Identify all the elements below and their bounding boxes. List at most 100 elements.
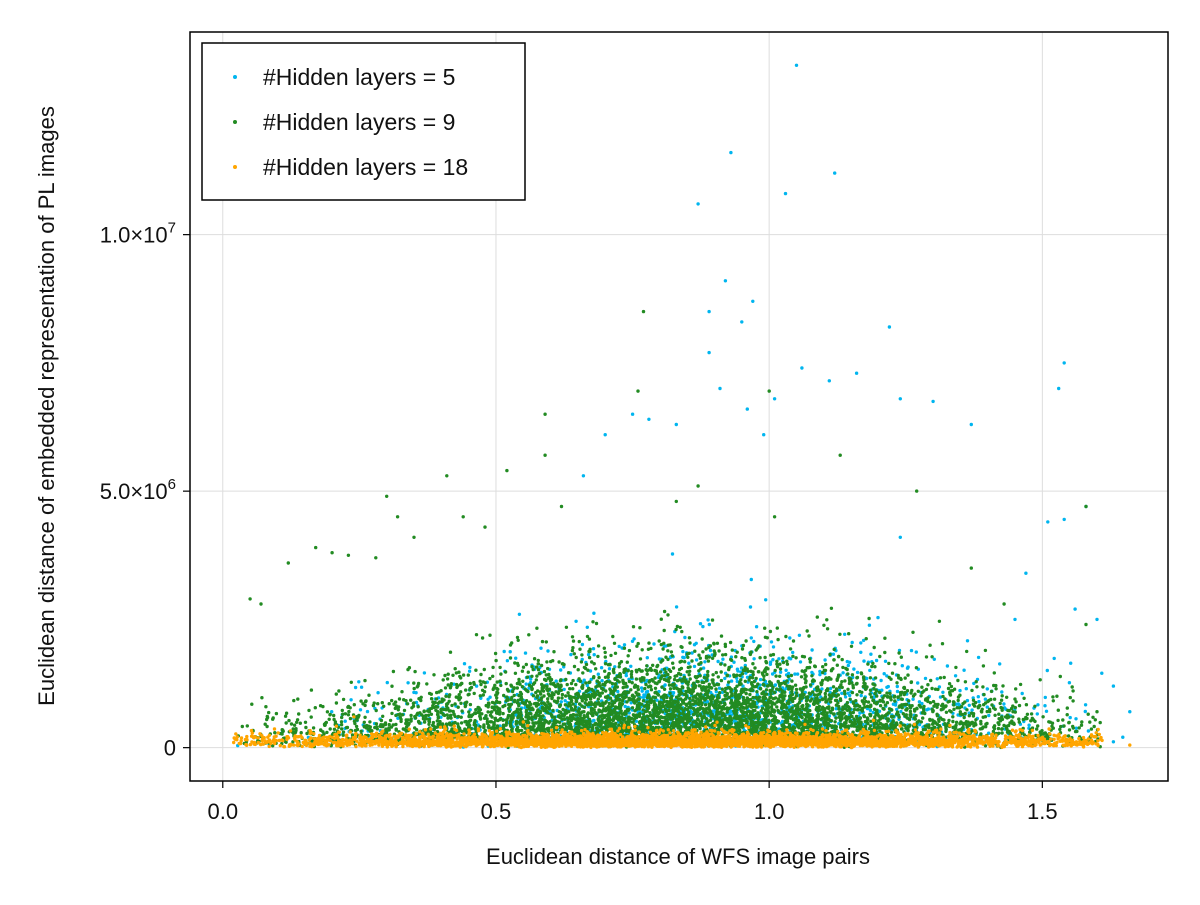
data-point [536, 708, 539, 711]
data-point [695, 642, 698, 645]
data-point [354, 686, 357, 689]
data-point [688, 636, 691, 639]
data-point [520, 692, 523, 695]
data-point [772, 645, 775, 648]
data-point [729, 641, 732, 644]
data-point [958, 706, 961, 709]
data-point [770, 640, 773, 643]
data-point [416, 684, 419, 687]
data-point [795, 688, 798, 691]
data-point [683, 660, 686, 663]
data-point [906, 673, 909, 676]
data-point [1100, 672, 1103, 675]
data-point [335, 701, 338, 704]
data-point [635, 708, 638, 711]
data-point [1021, 692, 1024, 695]
data-point [366, 710, 369, 713]
data-point [521, 670, 524, 673]
data-point [925, 708, 928, 711]
data-point [790, 679, 793, 682]
data-point [1046, 669, 1049, 672]
data-point [770, 689, 773, 692]
data-point [437, 702, 440, 705]
data-point [623, 643, 626, 646]
data-point [1095, 618, 1098, 621]
data-point [772, 653, 775, 656]
data-point [711, 657, 714, 660]
data-point [965, 650, 968, 653]
data-point [930, 687, 933, 690]
data-point [666, 613, 669, 616]
data-point [896, 685, 899, 688]
data-point [344, 720, 347, 723]
data-point [449, 651, 452, 654]
data-point [775, 660, 778, 663]
data-point [608, 667, 611, 670]
data-point [765, 673, 768, 676]
data-point [686, 686, 689, 689]
data-point [841, 666, 844, 669]
data-point [645, 691, 648, 694]
data-point [945, 711, 948, 714]
data-point [953, 688, 956, 691]
data-point [988, 710, 991, 713]
data-point [690, 659, 693, 662]
data-point [584, 701, 587, 704]
data-point [600, 679, 603, 682]
data-point [609, 705, 612, 708]
data-point [386, 681, 389, 684]
data-point [843, 633, 846, 636]
data-point [742, 696, 745, 699]
data-point [890, 708, 893, 711]
data-point [604, 433, 607, 436]
data-point [900, 656, 903, 659]
data-point [342, 734, 345, 737]
data-point [729, 658, 732, 661]
data-point [847, 632, 850, 635]
data-point [565, 626, 568, 629]
data-point [637, 642, 640, 645]
data-point [390, 685, 393, 688]
data-point [1055, 695, 1058, 698]
data-point [347, 713, 350, 716]
data-point [860, 694, 863, 697]
data-point [651, 664, 654, 667]
data-point [869, 689, 872, 692]
data-point [715, 698, 718, 701]
data-point [866, 662, 869, 665]
data-point [601, 691, 604, 694]
data-point [796, 705, 799, 708]
data-point [271, 718, 274, 721]
data-point [531, 708, 534, 711]
data-point [241, 725, 244, 728]
data-point [650, 688, 653, 691]
data-point [1091, 716, 1094, 719]
data-point [750, 636, 753, 639]
data-point [532, 694, 535, 697]
data-point [828, 379, 831, 382]
data-point [846, 688, 849, 691]
data-point [1030, 712, 1033, 715]
data-point [950, 685, 953, 688]
data-point [755, 685, 758, 688]
data-point [632, 625, 635, 628]
data-point [647, 418, 650, 421]
data-point [821, 665, 824, 668]
data-point [510, 685, 513, 688]
data-point [984, 698, 987, 701]
data-point [1026, 713, 1029, 716]
data-point [718, 387, 721, 390]
data-point [720, 670, 723, 673]
data-point [537, 659, 540, 662]
data-point [340, 716, 343, 719]
data-point [746, 407, 749, 410]
data-point [506, 659, 509, 662]
data-point [783, 691, 786, 694]
data-point [1084, 703, 1087, 706]
data-point [940, 708, 943, 711]
data-point [735, 685, 738, 688]
data-point [849, 698, 852, 701]
data-point [458, 693, 461, 696]
data-point [1018, 704, 1021, 707]
